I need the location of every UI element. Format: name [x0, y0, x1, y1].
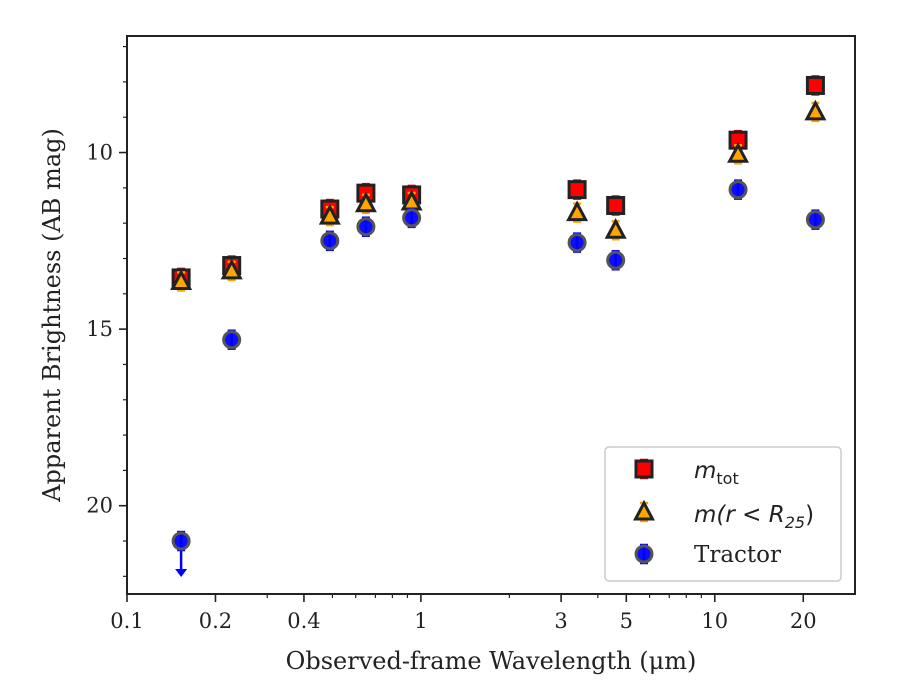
circle-marker — [402, 208, 422, 228]
data-point — [567, 232, 587, 253]
arrow-head — [175, 569, 188, 578]
series-triangle — [170, 99, 827, 292]
x-tick-label: 0.2 — [199, 609, 232, 633]
x-tick-label: 5 — [620, 609, 633, 633]
data-point — [320, 230, 340, 252]
legend: mtot m(r < R25) Tractor — [604, 446, 842, 582]
data-point — [220, 258, 243, 282]
data-point — [171, 530, 191, 552]
triangle-marker — [566, 200, 589, 222]
triangle-marker — [727, 142, 750, 163]
circle-marker — [567, 233, 587, 253]
legend-box — [604, 446, 842, 582]
x-tick-label: 0.4 — [287, 609, 320, 633]
x-tick-label: 1 — [414, 609, 427, 633]
legend-label-mtot: mtot — [694, 458, 739, 488]
circle-marker — [606, 250, 626, 270]
data-point — [566, 200, 589, 223]
triangle-marker — [220, 258, 243, 280]
triangle-marker — [318, 203, 341, 225]
data-point — [170, 269, 193, 292]
triangle-marker — [604, 218, 627, 239]
data-point — [606, 195, 626, 216]
data-point — [606, 250, 626, 271]
circle-marker — [320, 231, 340, 251]
circle-marker — [634, 544, 654, 564]
plot-frame — [126, 35, 856, 595]
x-tick-label: 20 — [790, 609, 817, 633]
square-marker — [606, 196, 626, 216]
triangle-marker — [804, 99, 827, 121]
data-point — [805, 209, 825, 230]
circle-marker — [171, 531, 191, 551]
data-point — [356, 216, 376, 237]
square-marker — [805, 75, 825, 95]
x-tick-label: 0.1 — [110, 609, 143, 633]
legend-label-tractor: Tractor — [694, 542, 781, 568]
circle-marker — [728, 180, 748, 200]
points-layer — [170, 75, 827, 578]
y-tick-label: 15 — [86, 317, 113, 341]
legend-marker-triangle — [633, 499, 655, 523]
data-point — [727, 142, 750, 165]
series-circle — [171, 179, 825, 578]
triangle-marker — [170, 269, 193, 290]
data-point — [222, 329, 242, 350]
circle-marker — [805, 210, 825, 230]
data-point — [804, 99, 827, 123]
circle-marker — [222, 330, 242, 350]
x-tick-label: 3 — [554, 609, 567, 633]
data-point — [354, 191, 377, 215]
y-axis-label: Apparent Brightness (AB mag) — [38, 128, 66, 503]
legend-label-m-r25: m(r < R25) — [694, 502, 814, 532]
data-point — [805, 75, 825, 96]
data-point — [604, 218, 627, 241]
legend-markers — [633, 458, 655, 565]
triangle-marker — [633, 499, 655, 521]
legend-marker-circle — [634, 543, 654, 565]
triangle-marker — [354, 191, 377, 213]
y-tick-label: 10 — [86, 141, 113, 165]
legend-marker-square — [634, 458, 654, 480]
x-axis-label: Observed-frame Wavelength (μm) — [286, 647, 697, 675]
data-point — [567, 179, 587, 200]
x-axis-ticks: 0.1 0.2 0.4 1 3 5 10 20 — [110, 594, 817, 633]
y-tick-label: 20 — [86, 494, 113, 518]
square-marker — [567, 180, 587, 200]
data-point — [728, 179, 748, 200]
x-tick-label: 10 — [701, 609, 728, 633]
data-point — [402, 207, 422, 229]
data-point — [318, 203, 341, 227]
circle-marker — [356, 217, 376, 237]
square-marker — [634, 459, 654, 479]
y-axis-ticks: 10 15 20 — [86, 45, 127, 577]
